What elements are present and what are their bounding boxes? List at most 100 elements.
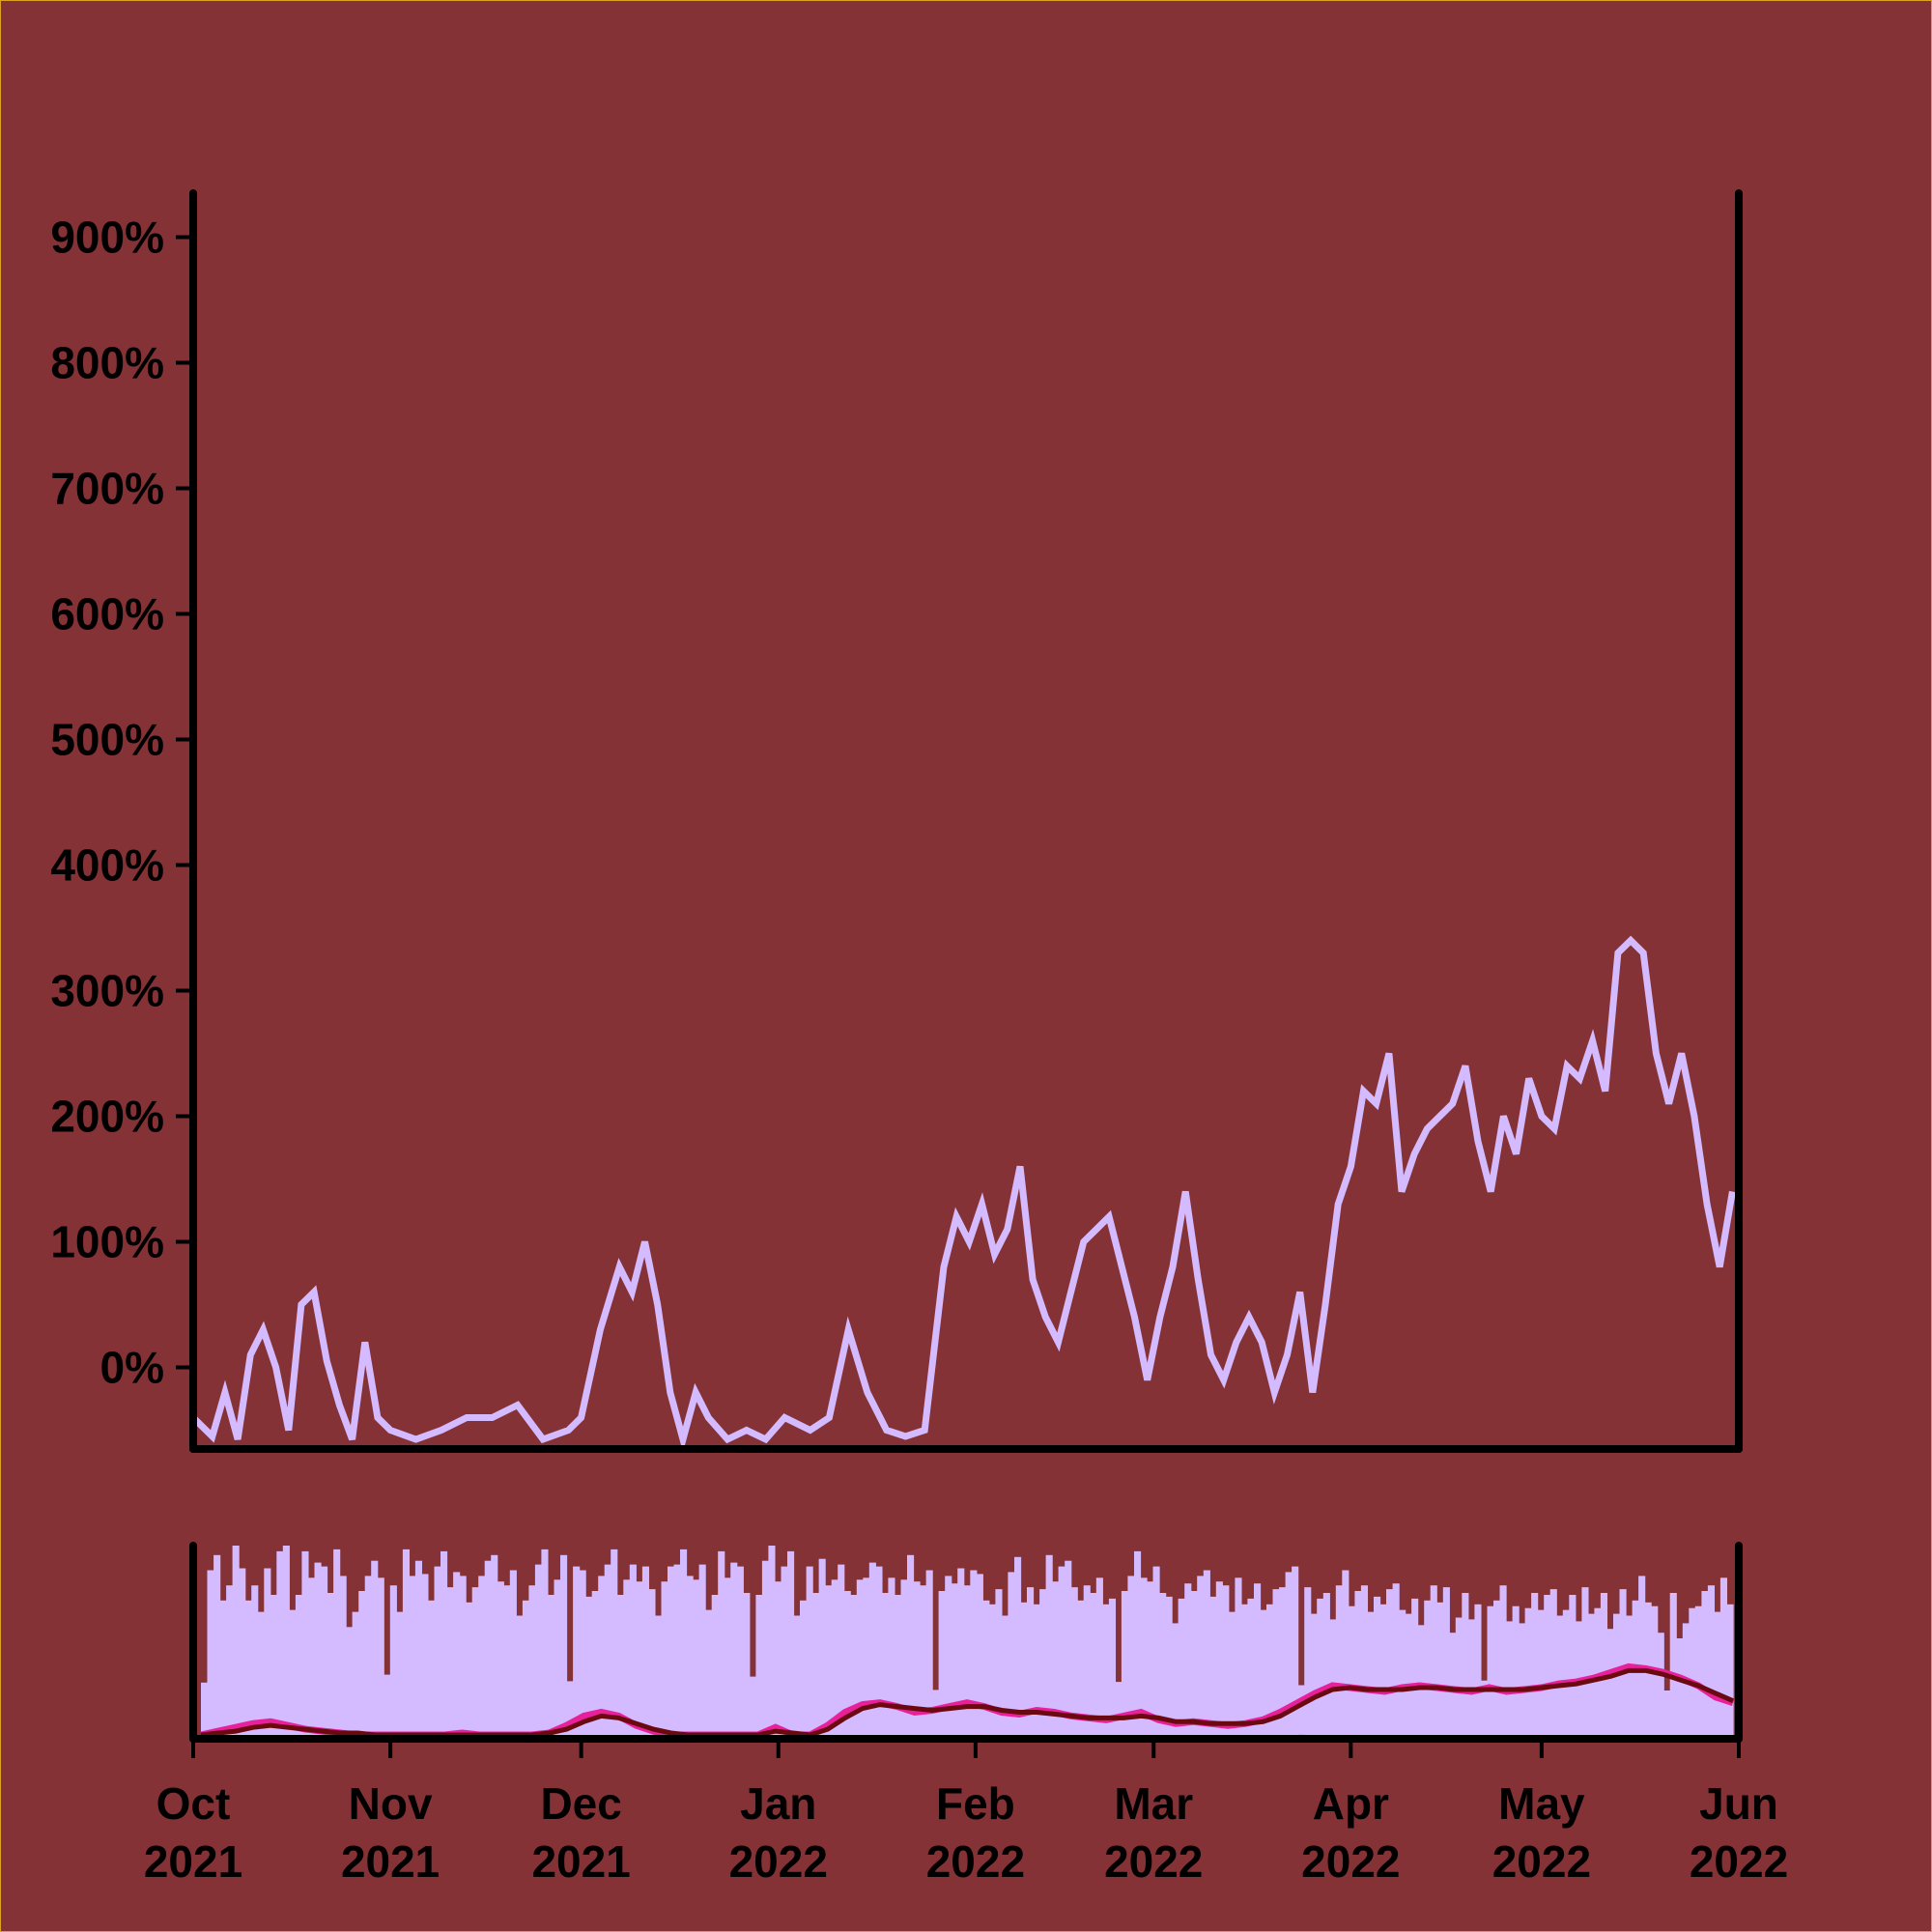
volume-bar [1172,1623,1179,1735]
x-tick-year-label: 2022 [1690,1836,1788,1887]
volume-bar [774,1581,782,1735]
volume-bar [654,1615,663,1735]
volume-bar [1694,1605,1702,1735]
volume-bar [478,1576,486,1735]
volume-bar [516,1615,524,1735]
volume-bar [1556,1615,1564,1735]
volume-bar [201,1682,209,1735]
volume-bar [1411,1598,1419,1735]
volume-bar [585,1596,593,1735]
volume-bar [282,1546,290,1735]
volume-bar [1140,1577,1148,1735]
volume-bar [389,1585,397,1735]
volume-bar [781,1566,788,1735]
volume-bar [1215,1581,1223,1735]
volume-bar [1638,1576,1646,1735]
volume-bar [1449,1633,1457,1735]
volume-bar [730,1562,738,1735]
volume-bar [251,1585,259,1735]
volume-bar [976,1574,983,1735]
volume-bar [1285,1572,1293,1735]
volume-bar [1462,1593,1469,1735]
volume-bar [560,1554,568,1735]
volume-bar [1222,1585,1230,1735]
volume-bar [812,1593,820,1735]
volume-bar [668,1566,675,1735]
volume-bar [1455,1617,1463,1735]
volume-bar [1197,1576,1205,1735]
volume-bar [226,1585,234,1735]
volume-bar [1499,1585,1507,1735]
volume-bar [711,1595,719,1735]
volume-bar [1606,1629,1614,1735]
volume-bar [1077,1600,1085,1735]
volume-bar [1487,1605,1494,1735]
volume-bar [1165,1596,1173,1735]
volume-bar [818,1558,826,1735]
volume-bar [800,1600,808,1735]
volume-bar [1726,1604,1734,1735]
volume-bar [239,1568,246,1735]
volume-panel [189,1542,1743,1743]
x-tick-month-label: Dec [540,1778,621,1829]
volume-bar [894,1595,902,1735]
volume-bar [1374,1596,1381,1735]
volume-bar [1070,1587,1078,1735]
volume-bar [1524,1607,1532,1735]
volume-bar [1039,1589,1047,1735]
volume-bar [1436,1602,1444,1735]
volume-bar [1587,1613,1596,1735]
volume-bar [541,1548,549,1735]
x-tick-year-label: 2022 [729,1836,828,1887]
volume-bar [1209,1596,1217,1735]
volume-bar [1626,1615,1634,1735]
volume-bar [207,1570,214,1735]
volume-bar [308,1577,316,1735]
volume-bar [503,1585,511,1735]
volume-bar [1279,1587,1287,1735]
volume-bar [881,1593,890,1735]
volume-bar [377,1577,384,1735]
volume-bar [1663,1690,1671,1735]
volume-bar [1392,1583,1400,1735]
volume-bar [364,1576,372,1735]
volume-bar [1045,1554,1053,1735]
y-tick-label: 200% [50,1092,164,1142]
volume-bar [1027,1587,1035,1735]
volume-bar [673,1564,681,1735]
volume-bar [1467,1619,1476,1735]
volume-bar [566,1681,574,1735]
volume-bar [1247,1598,1255,1735]
x-tick-month-label: Apr [1313,1778,1389,1829]
volume-bar [1442,1587,1450,1735]
y-axis-ticks: 0% 100% 200% 300% 400% 500% 600% 700% 800% 900% [50,213,193,1393]
volume-bar [1203,1570,1210,1735]
volume-bar [1121,1591,1129,1735]
y-tick-label: 800% [50,338,164,388]
volume-bar [1033,1604,1040,1735]
volume-bar [1065,1560,1072,1735]
volume-bar [1240,1604,1249,1735]
price-line-group [190,935,1736,1453]
volume-bar [232,1546,240,1735]
volume-bar [471,1587,479,1735]
volume-bar [1531,1593,1539,1735]
volume-bar [409,1576,416,1735]
volume-bar [945,1576,952,1735]
volume-bar [1360,1585,1369,1735]
y-tick-label: 700% [50,464,164,514]
volume-bar [988,1604,996,1735]
volume-bar [257,1611,265,1735]
volume-bar [963,1585,971,1735]
volume-bar [244,1600,252,1735]
volume-bar [1348,1605,1356,1735]
volume-bar [913,1581,921,1735]
volume-bar [604,1564,611,1735]
volume-bar [705,1609,713,1735]
volume-bar [900,1579,908,1735]
volume-bar [1689,1607,1696,1735]
volume-bar [768,1546,776,1735]
volume-bar [534,1564,543,1735]
x-tick-year-label: 2022 [926,1836,1025,1887]
